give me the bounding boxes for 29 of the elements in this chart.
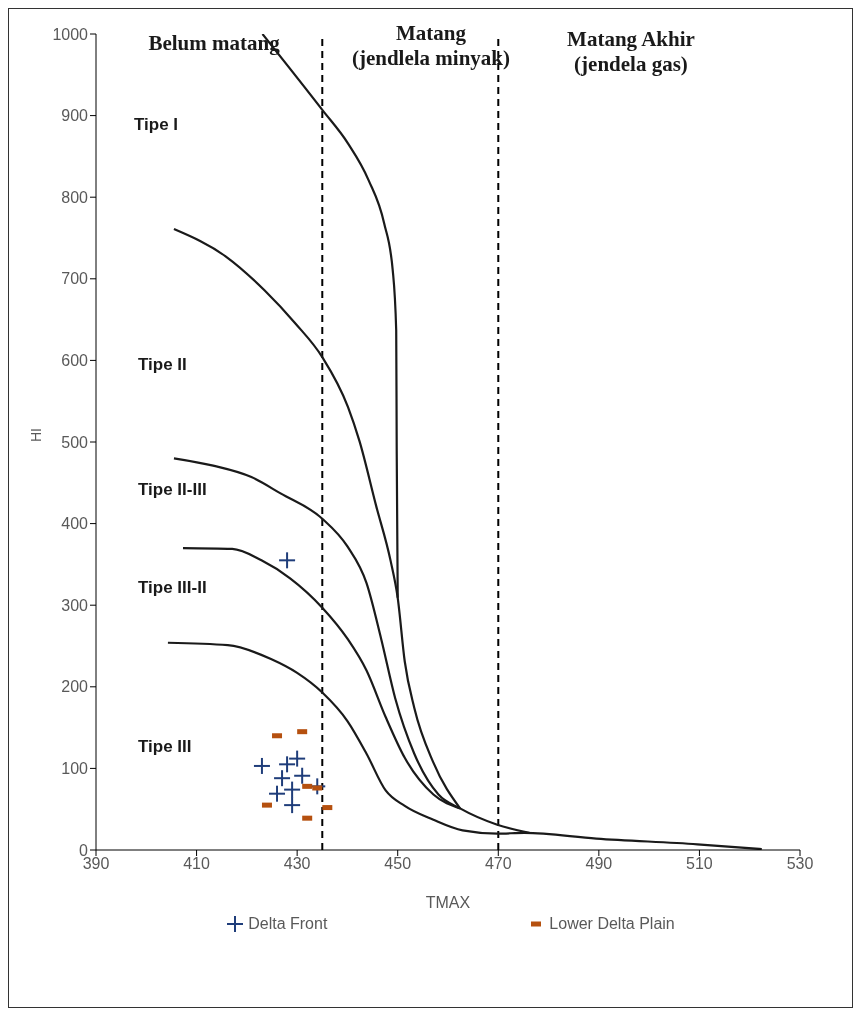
x-tick-label: 410 xyxy=(183,855,211,873)
y-tick-label: 800 xyxy=(61,188,89,206)
x-tick-label: 510 xyxy=(686,855,713,873)
annotation: Tipe II xyxy=(138,354,187,376)
x-tick-label: 530 xyxy=(786,855,814,873)
annotation: Matang Akhir (jendela gas) xyxy=(567,27,695,77)
annotation: Tipe III-II xyxy=(138,577,207,599)
y-tick-label: 400 xyxy=(61,515,89,533)
y-tick-label: 1000 xyxy=(52,25,89,43)
legend-label: Lower Delta Plain xyxy=(549,915,675,933)
y-tick-label: 500 xyxy=(61,433,89,451)
x-tick-label: 450 xyxy=(384,855,412,873)
annotation: Tipe I xyxy=(134,114,179,136)
y-tick-label: 300 xyxy=(61,596,89,614)
x-tick-label: 470 xyxy=(484,855,512,873)
y-tick-label: 700 xyxy=(61,270,89,288)
x-tick-label: 430 xyxy=(283,855,311,873)
x-tick-label: 390 xyxy=(82,855,110,873)
x-tick-label: 490 xyxy=(585,855,613,873)
y-tick-label: 900 xyxy=(61,107,89,125)
y-axis-title: HI xyxy=(27,428,44,442)
legend-label: Delta Front xyxy=(248,915,328,933)
y-tick-label: 100 xyxy=(61,760,89,778)
annotation: Tipe III xyxy=(138,736,192,758)
y-tick-label: 200 xyxy=(61,678,89,696)
annotation: Matang (jendlela minyak) xyxy=(351,21,511,71)
y-tick-label: 600 xyxy=(61,352,89,370)
x-axis-title: TMAX xyxy=(425,894,471,911)
annotation: Tipe II-III xyxy=(138,479,207,501)
